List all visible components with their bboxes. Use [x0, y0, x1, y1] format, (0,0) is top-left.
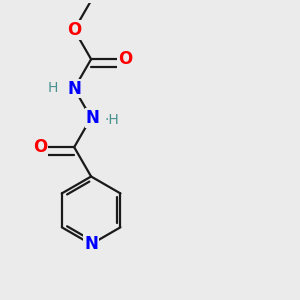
- Text: N: N: [84, 235, 98, 253]
- Text: N: N: [67, 80, 81, 98]
- Text: O: O: [67, 21, 81, 39]
- Text: H: H: [48, 81, 58, 94]
- Text: ·H: ·H: [104, 113, 119, 127]
- Text: O: O: [33, 138, 47, 156]
- Text: O: O: [118, 50, 132, 68]
- Text: N: N: [85, 109, 100, 127]
